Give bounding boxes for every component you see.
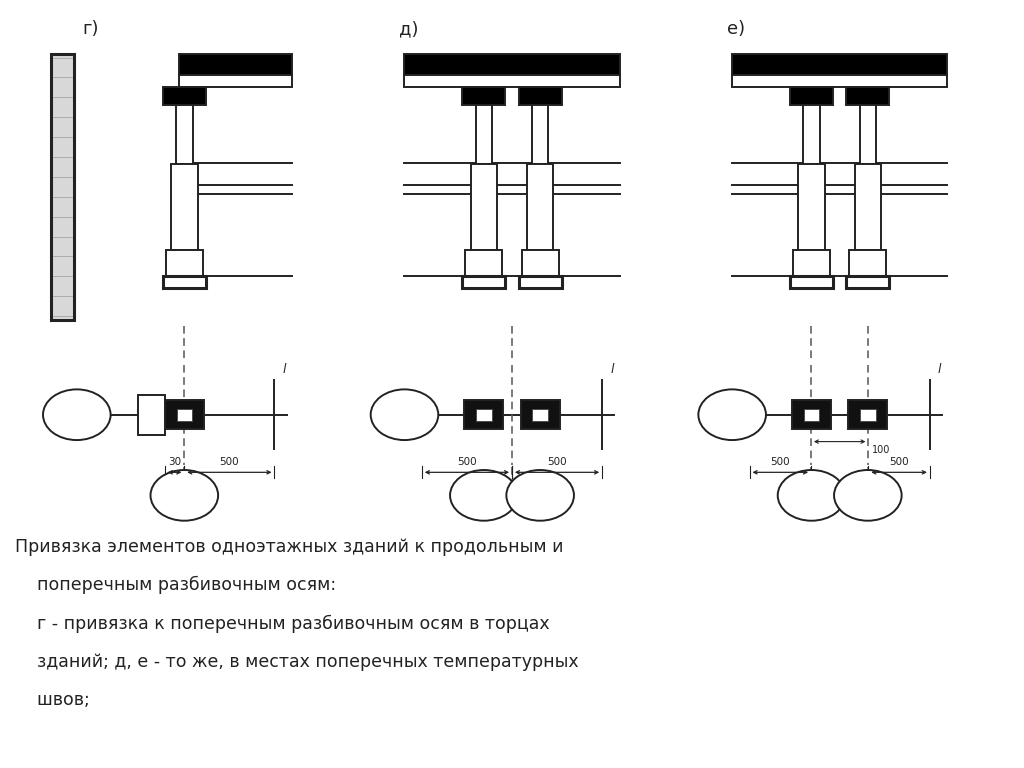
Text: г - привязка к поперечным разбивочным осям в торцах: г - привязка к поперечным разбивочным ос…	[15, 614, 550, 633]
Text: l: l	[938, 363, 941, 376]
Circle shape	[43, 389, 111, 440]
Text: Привязка элементов одноэтажных зданий к продольным и: Привязка элементов одноэтажных зданий к …	[15, 538, 564, 555]
Bar	[518, 88, 561, 105]
Text: е): е)	[727, 21, 745, 38]
Text: 500: 500	[547, 457, 567, 467]
Bar	[518, 276, 561, 288]
Bar	[165, 400, 204, 429]
Text: зданий; д, е - то же, в местах поперечных температурных: зданий; д, е - то же, в местах поперечны…	[15, 653, 579, 670]
Bar	[163, 88, 206, 105]
Circle shape	[506, 470, 573, 521]
Bar	[163, 276, 206, 288]
Bar	[464, 400, 503, 429]
Bar	[848, 400, 887, 429]
Bar	[791, 88, 834, 105]
Bar	[138, 395, 165, 435]
Bar	[803, 105, 819, 164]
Bar	[476, 409, 492, 421]
Text: д): д)	[399, 21, 419, 38]
Text: l: l	[283, 363, 286, 376]
Bar	[732, 75, 947, 88]
Text: 30: 30	[168, 457, 181, 467]
Circle shape	[151, 470, 218, 521]
Bar	[171, 164, 198, 250]
Circle shape	[371, 389, 438, 440]
Bar	[521, 250, 559, 276]
Bar	[846, 276, 889, 288]
Text: поперечным разбивочным осям:: поперечным разбивочным осям:	[15, 576, 337, 594]
Bar	[791, 276, 834, 288]
Text: 500: 500	[457, 457, 477, 467]
Circle shape	[834, 470, 901, 521]
Text: г): г)	[82, 21, 98, 38]
Bar	[849, 250, 886, 276]
Bar	[462, 88, 505, 105]
Bar	[179, 54, 292, 75]
Text: 100: 100	[872, 445, 891, 455]
Bar	[793, 250, 829, 276]
Bar	[732, 54, 947, 75]
Bar	[470, 164, 498, 250]
Bar	[846, 88, 889, 105]
Bar	[526, 164, 553, 250]
Text: швов;: швов;	[15, 691, 90, 709]
Circle shape	[451, 470, 517, 521]
Circle shape	[698, 389, 766, 440]
Bar	[179, 75, 292, 88]
Bar	[462, 276, 505, 288]
Bar	[465, 250, 502, 276]
Bar	[859, 105, 876, 164]
Bar	[860, 409, 876, 421]
Bar	[532, 105, 549, 164]
Bar	[799, 164, 825, 250]
Bar	[176, 409, 193, 421]
Bar	[475, 105, 492, 164]
Bar	[404, 54, 620, 75]
Bar	[176, 105, 193, 164]
Bar	[520, 400, 559, 429]
Circle shape	[778, 470, 846, 521]
Text: 500: 500	[889, 457, 909, 467]
Text: l: l	[610, 363, 613, 376]
Bar	[804, 409, 819, 421]
Text: 500: 500	[770, 457, 791, 467]
Bar	[793, 400, 831, 429]
Bar	[166, 250, 203, 276]
Bar	[854, 164, 881, 250]
Bar	[404, 75, 620, 88]
Text: 500: 500	[219, 457, 240, 467]
Bar	[51, 54, 74, 320]
Bar	[532, 409, 548, 421]
